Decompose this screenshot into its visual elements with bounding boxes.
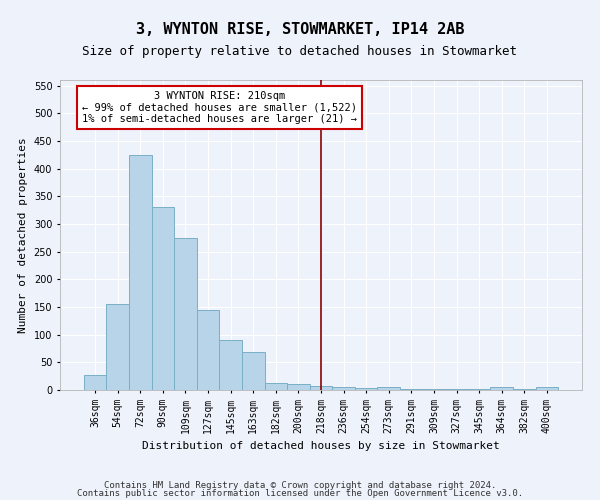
Bar xyxy=(242,352,265,390)
Bar xyxy=(513,389,536,390)
Bar xyxy=(377,387,400,390)
Bar xyxy=(84,374,106,390)
Text: Contains HM Land Registry data © Crown copyright and database right 2024.: Contains HM Land Registry data © Crown c… xyxy=(104,480,496,490)
Bar xyxy=(129,154,152,390)
Y-axis label: Number of detached properties: Number of detached properties xyxy=(18,137,28,333)
Text: 3, WYNTON RISE, STOWMARKET, IP14 2AB: 3, WYNTON RISE, STOWMARKET, IP14 2AB xyxy=(136,22,464,38)
Bar xyxy=(310,386,332,390)
Text: 3 WYNTON RISE: 210sqm
← 99% of detached houses are smaller (1,522)
1% of semi-de: 3 WYNTON RISE: 210sqm ← 99% of detached … xyxy=(82,91,357,124)
Text: Size of property relative to detached houses in Stowmarket: Size of property relative to detached ho… xyxy=(83,45,517,58)
X-axis label: Distribution of detached houses by size in Stowmarket: Distribution of detached houses by size … xyxy=(142,441,500,451)
Bar xyxy=(468,389,490,390)
Bar xyxy=(287,384,310,390)
Bar xyxy=(174,238,197,390)
Bar xyxy=(355,388,377,390)
Bar xyxy=(152,208,174,390)
Bar xyxy=(445,389,468,390)
Bar xyxy=(422,389,445,390)
Bar xyxy=(536,387,558,390)
Bar xyxy=(220,340,242,390)
Bar xyxy=(265,383,287,390)
Bar xyxy=(490,386,513,390)
Bar xyxy=(400,389,422,390)
Bar xyxy=(106,304,129,390)
Text: Contains public sector information licensed under the Open Government Licence v3: Contains public sector information licen… xyxy=(77,489,523,498)
Bar xyxy=(332,387,355,390)
Bar xyxy=(197,310,220,390)
